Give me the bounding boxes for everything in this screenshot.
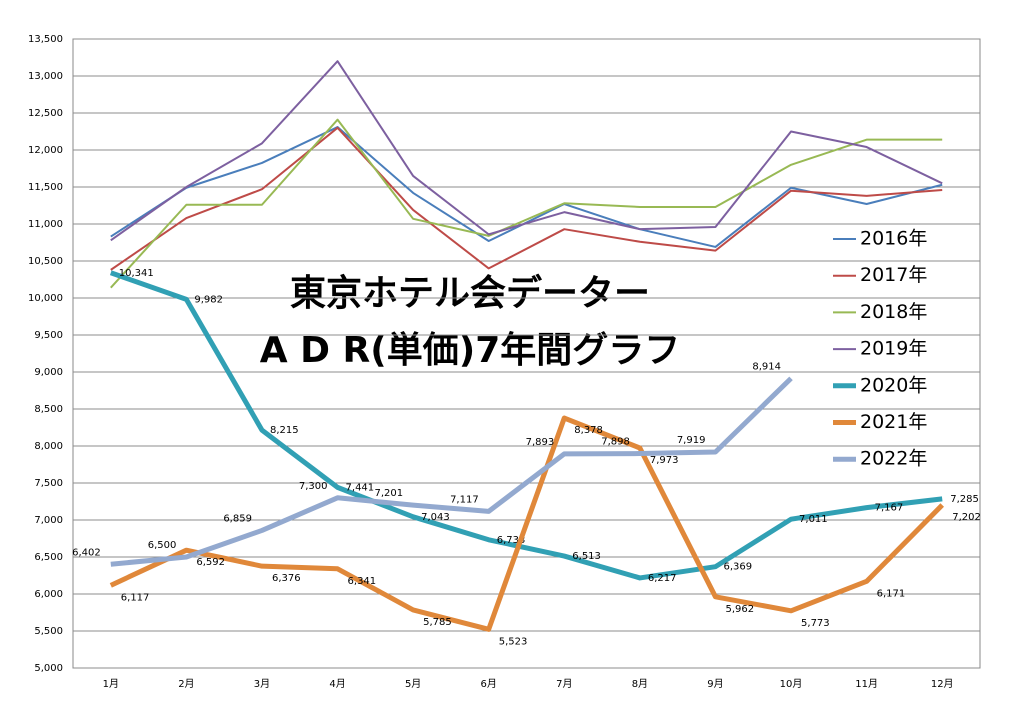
legend-label: 2021年 [860, 411, 927, 433]
y-tick-label: 6,000 [34, 589, 63, 600]
y-tick-label: 6,500 [34, 552, 63, 563]
y-tick-label: 8,500 [34, 404, 63, 415]
x-tick-label: 9月 [707, 678, 723, 690]
y-tick-label: 11,500 [28, 182, 63, 193]
data-label: 6,513 [572, 551, 601, 562]
legend-label: 2017年 [860, 264, 927, 286]
data-label: 7,285 [950, 494, 979, 505]
data-label: 7,201 [374, 488, 403, 499]
x-tick-label: 5月 [405, 678, 421, 690]
data-label: 6,217 [648, 573, 677, 584]
legend-label: 2016年 [860, 228, 927, 250]
data-label: 7,919 [677, 435, 706, 446]
series-line [110, 126, 943, 271]
data-label: 6,859 [223, 513, 252, 524]
y-tick-label: 12,000 [28, 145, 63, 156]
data-label: 6,171 [877, 588, 906, 599]
y-tick-label: 5,500 [34, 626, 63, 637]
legend-label: 2018年 [860, 301, 927, 323]
x-tick-label: 7月 [556, 678, 572, 690]
data-label: 9,982 [194, 294, 223, 305]
x-tick-label: 1月 [103, 678, 119, 690]
x-tick-label: 12月 [931, 678, 954, 690]
y-tick-label: 10,000 [28, 293, 63, 304]
chart-title: 東京ホテル会データー [290, 272, 650, 314]
data-label: 5,962 [725, 604, 754, 615]
y-tick-label: 13,000 [28, 71, 63, 82]
data-label: 10,341 [119, 268, 154, 279]
data-label: 7,893 [526, 437, 555, 448]
data-label: 5,785 [423, 617, 452, 628]
data-label: 8,378 [574, 425, 603, 436]
data-label: 7,898 [601, 437, 630, 448]
series-line [110, 376, 793, 567]
data-label: 7,441 [346, 482, 375, 493]
y-tick-label: 11,000 [28, 219, 63, 230]
legend-label: 2019年 [860, 338, 927, 360]
x-tick-label: 10月 [780, 678, 803, 690]
data-label: 7,167 [875, 503, 904, 514]
data-label: 8,215 [270, 425, 299, 436]
data-label: 6,500 [148, 540, 177, 551]
data-label: 7,300 [299, 481, 328, 492]
y-tick-label: 7,000 [34, 515, 63, 526]
series-line [110, 118, 943, 289]
data-label: 6,117 [121, 592, 150, 603]
x-tick-label: 2月 [178, 678, 194, 690]
y-tick-label: 12,500 [28, 108, 63, 119]
y-tick-label: 5,000 [34, 663, 63, 674]
y-tick-label: 10,500 [28, 256, 63, 267]
x-tick-label: 6月 [481, 678, 497, 690]
data-label: 7,117 [450, 494, 479, 505]
y-tick-label: 9,500 [34, 330, 63, 341]
data-label: 7,973 [650, 455, 679, 466]
x-tick-label: 3月 [254, 678, 270, 690]
series-line [109, 270, 943, 581]
data-label: 6,341 [348, 576, 377, 587]
series-line [109, 415, 944, 632]
chart-subtitle: A D R(単価)7年間グラフ [260, 330, 681, 371]
y-tick-label: 8,000 [34, 441, 63, 452]
data-label: 6,402 [72, 547, 101, 558]
data-label: 5,523 [499, 636, 528, 647]
x-tick-label: 4月 [329, 678, 345, 690]
data-label: 6,376 [272, 573, 301, 584]
data-label: 7,202 [952, 512, 981, 523]
data-label: 8,914 [752, 361, 781, 372]
data-label: 7,011 [799, 514, 828, 525]
y-tick-label: 9,000 [34, 367, 63, 378]
legend-label: 2020年 [860, 374, 927, 396]
y-tick-label: 7,500 [34, 478, 63, 489]
x-tick-label: 11月 [855, 678, 878, 690]
data-label: 7,043 [421, 512, 450, 523]
x-tick-label: 8月 [632, 678, 648, 690]
y-tick-label: 13,500 [28, 34, 63, 45]
data-label: 6,369 [723, 562, 752, 573]
legend-label: 2022年 [860, 448, 927, 470]
data-label: 5,773 [801, 618, 830, 629]
data-label: 6,733 [497, 535, 526, 546]
data-label: 6,592 [196, 557, 225, 568]
series-line [110, 60, 943, 242]
